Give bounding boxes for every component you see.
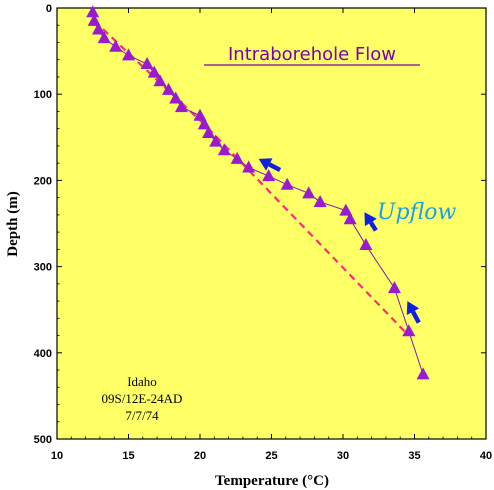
data-point-13 <box>197 117 211 130</box>
flow-arrow-head-1 <box>364 212 377 227</box>
y-tick-label-5: 500 <box>34 434 52 446</box>
flow-arrow-shaft-2 <box>410 310 421 324</box>
flow-arrow-shaft-0 <box>268 162 282 173</box>
data-point-12 <box>193 108 207 121</box>
y-tick-label-1: 100 <box>34 89 52 101</box>
data-point-8 <box>153 74 167 87</box>
data-point-20 <box>280 177 294 190</box>
data-point-23 <box>339 203 353 216</box>
data-point-5 <box>122 48 135 61</box>
well-id-note: 09S/12E-24AD <box>102 391 183 406</box>
data-point-21 <box>302 186 316 199</box>
flow-arrow-head-2 <box>406 301 420 315</box>
data-point-9 <box>162 82 176 95</box>
data-point-4 <box>109 39 123 52</box>
chart-title: Intraborehole Flow <box>228 44 396 65</box>
x-tick-label-1: 15 <box>122 450 134 462</box>
data-point-10 <box>169 91 183 104</box>
data-point-25 <box>359 238 373 251</box>
data-point-19 <box>262 169 276 182</box>
x-tick-label-4: 30 <box>337 450 349 462</box>
data-point-7 <box>147 65 161 78</box>
data-point-18 <box>242 160 256 173</box>
y-tick-label-3: 300 <box>34 262 52 274</box>
data-point-27 <box>402 324 416 337</box>
data-point-3 <box>97 31 111 44</box>
location-note: Idaho <box>127 374 157 389</box>
data-point-14 <box>202 125 216 138</box>
flow-arrow-head-0 <box>258 158 273 171</box>
data-point-24 <box>343 212 357 225</box>
plot-area <box>56 7 487 440</box>
x-tick-label-2: 20 <box>194 450 206 462</box>
date-note: 7/7/74 <box>125 408 159 423</box>
data-point-22 <box>313 194 327 207</box>
data-point-11 <box>174 100 188 113</box>
data-point-1 <box>87 13 101 26</box>
flow-arrow-shaft-1 <box>368 221 378 232</box>
y-tick-label-0: 0 <box>46 3 52 15</box>
data-point-2 <box>91 22 105 35</box>
y-tick-label-4: 400 <box>34 348 52 360</box>
data-point-26 <box>387 281 401 294</box>
x-tick-label-6: 40 <box>480 450 492 462</box>
flow-arrow-layer <box>258 158 421 324</box>
series-marker-layer <box>86 5 430 380</box>
x-tick-label-0: 10 <box>51 450 63 462</box>
upflow-annotation: Upflow <box>377 200 457 225</box>
x-tick-label-3: 25 <box>265 450 277 462</box>
y-tick-label-2: 200 <box>34 175 52 187</box>
data-point-28 <box>416 367 430 380</box>
data-point-16 <box>217 143 231 156</box>
data-point-15 <box>209 134 223 147</box>
data-point-6 <box>140 57 154 70</box>
y-axis-title: Depth (m) <box>5 191 21 256</box>
x-axis-title: Temperature (°C) <box>215 473 329 489</box>
data-point-0 <box>86 5 100 18</box>
x-tick-label-5: 35 <box>408 450 420 462</box>
data-point-17 <box>230 151 244 164</box>
